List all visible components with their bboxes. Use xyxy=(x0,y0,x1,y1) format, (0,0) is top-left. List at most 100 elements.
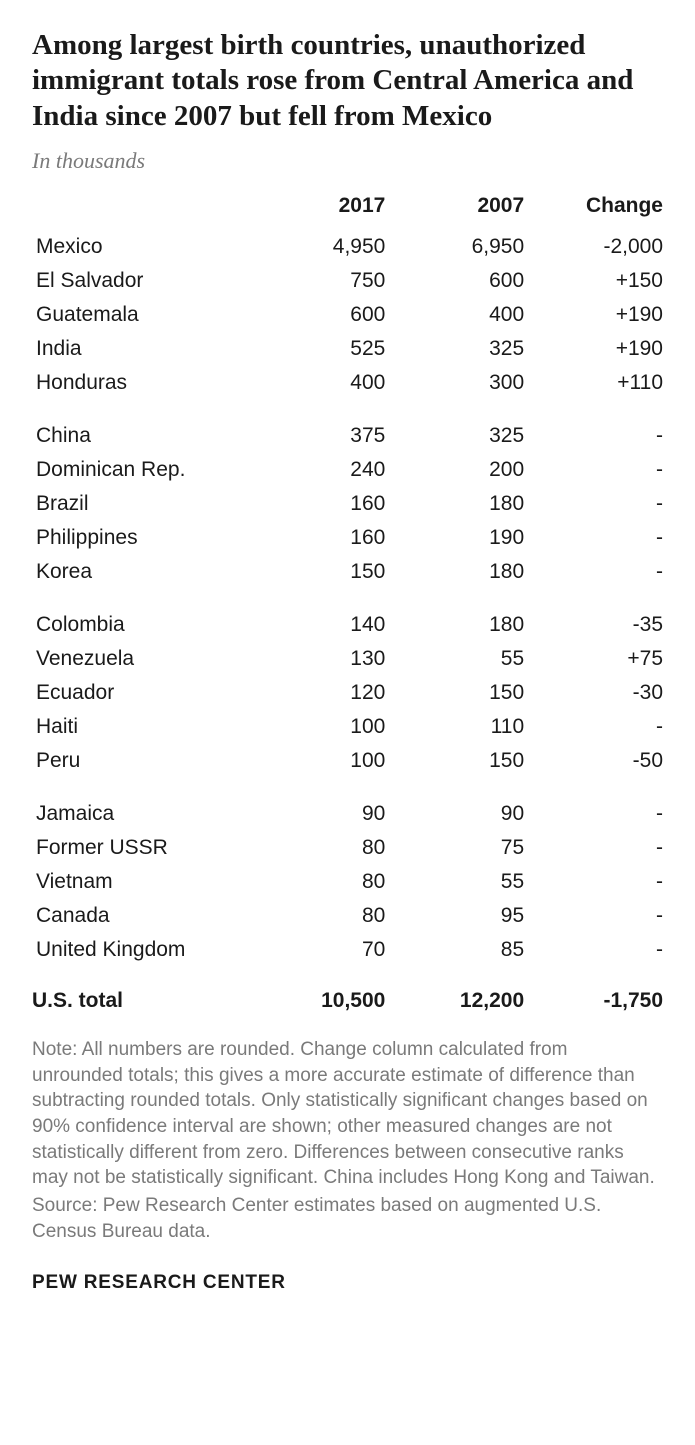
cell-2007: 90 xyxy=(385,778,524,831)
table-row: Vietnam8055- xyxy=(32,865,663,899)
col-header-2017: 2017 xyxy=(247,194,386,230)
col-header-country xyxy=(32,194,247,230)
cell-2007: 180 xyxy=(385,487,524,521)
cell-2007: 150 xyxy=(385,744,524,778)
cell-country: Jamaica xyxy=(32,778,247,831)
cell-country: Ecuador xyxy=(32,676,247,710)
cell-2007: 150 xyxy=(385,676,524,710)
cell-change: -2,000 xyxy=(524,230,663,264)
data-table: 2017 2007 Change Mexico4,9506,950-2,000E… xyxy=(32,194,663,1031)
table-row: Canada8095- xyxy=(32,899,663,933)
cell-country: Dominican Rep. xyxy=(32,453,247,487)
table-row: India525325+190 xyxy=(32,332,663,366)
table-row: Ecuador120150-30 xyxy=(32,676,663,710)
cell-2017: 80 xyxy=(247,899,386,933)
cell-country: China xyxy=(32,400,247,453)
table-row: Jamaica9090- xyxy=(32,778,663,831)
cell-country: Peru xyxy=(32,744,247,778)
note-text: Note: All numbers are rounded. Change co… xyxy=(32,1037,663,1191)
cell-country: India xyxy=(32,332,247,366)
col-header-change: Change xyxy=(524,194,663,230)
cell-country: Colombia xyxy=(32,589,247,642)
cell-change: - xyxy=(524,831,663,865)
cell-2017: 150 xyxy=(247,555,386,589)
cell-2017: 130 xyxy=(247,642,386,676)
cell-2017: 100 xyxy=(247,710,386,744)
table-header-row: 2017 2007 Change xyxy=(32,194,663,230)
cell-2007: 200 xyxy=(385,453,524,487)
cell-country: Mexico xyxy=(32,230,247,264)
table-row: Brazil160180- xyxy=(32,487,663,521)
cell-2007: 600 xyxy=(385,264,524,298)
cell-country: United Kingdom xyxy=(32,933,247,967)
source-text: Source: Pew Research Center estimates ba… xyxy=(32,1193,663,1244)
cell-2007: 75 xyxy=(385,831,524,865)
table-row: Peru100150-50 xyxy=(32,744,663,778)
cell-2007: 400 xyxy=(385,298,524,332)
cell-country: Korea xyxy=(32,555,247,589)
cell-change: - xyxy=(524,400,663,453)
cell-2007: 95 xyxy=(385,899,524,933)
cell-change: - xyxy=(524,933,663,967)
cell-total-label: U.S. total xyxy=(32,967,247,1031)
table-row: Former USSR8075- xyxy=(32,831,663,865)
cell-2017: 140 xyxy=(247,589,386,642)
cell-2007: 325 xyxy=(385,400,524,453)
cell-2017: 525 xyxy=(247,332,386,366)
table-row: Honduras400300+110 xyxy=(32,366,663,400)
table-row: Guatemala600400+190 xyxy=(32,298,663,332)
cell-2017: 4,950 xyxy=(247,230,386,264)
cell-2017: 80 xyxy=(247,831,386,865)
cell-2017: 160 xyxy=(247,521,386,555)
cell-country: Canada xyxy=(32,899,247,933)
cell-total-change: -1,750 xyxy=(524,967,663,1031)
cell-change: - xyxy=(524,487,663,521)
cell-2007: 55 xyxy=(385,642,524,676)
cell-total-2017: 10,500 xyxy=(247,967,386,1031)
cell-change: - xyxy=(524,555,663,589)
cell-2007: 325 xyxy=(385,332,524,366)
cell-change: +190 xyxy=(524,298,663,332)
cell-change: - xyxy=(524,865,663,899)
table-row: Colombia140180-35 xyxy=(32,589,663,642)
table-total-row: U.S. total10,50012,200-1,750 xyxy=(32,967,663,1031)
cell-2007: 55 xyxy=(385,865,524,899)
cell-change: - xyxy=(524,453,663,487)
footer-brand: PEW RESEARCH CENTER xyxy=(32,1272,663,1294)
cell-change: - xyxy=(524,710,663,744)
cell-country: Honduras xyxy=(32,366,247,400)
table-row: Philippines160190- xyxy=(32,521,663,555)
cell-change: +110 xyxy=(524,366,663,400)
table-row: El Salvador750600+150 xyxy=(32,264,663,298)
cell-country: Former USSR xyxy=(32,831,247,865)
table-row: Haiti100110- xyxy=(32,710,663,744)
cell-2007: 190 xyxy=(385,521,524,555)
cell-change: - xyxy=(524,899,663,933)
cell-country: Brazil xyxy=(32,487,247,521)
subtitle: In thousands xyxy=(32,148,663,174)
cell-change: +150 xyxy=(524,264,663,298)
cell-2007: 180 xyxy=(385,589,524,642)
cell-2017: 90 xyxy=(247,778,386,831)
cell-total-2007: 12,200 xyxy=(385,967,524,1031)
cell-change: -35 xyxy=(524,589,663,642)
cell-change: -30 xyxy=(524,676,663,710)
cell-2007: 85 xyxy=(385,933,524,967)
cell-2017: 120 xyxy=(247,676,386,710)
cell-country: Guatemala xyxy=(32,298,247,332)
cell-2017: 375 xyxy=(247,400,386,453)
cell-2017: 750 xyxy=(247,264,386,298)
cell-change: -50 xyxy=(524,744,663,778)
cell-country: Vietnam xyxy=(32,865,247,899)
cell-2017: 70 xyxy=(247,933,386,967)
cell-2007: 6,950 xyxy=(385,230,524,264)
cell-change: - xyxy=(524,521,663,555)
table-body: Mexico4,9506,950-2,000El Salvador750600+… xyxy=(32,230,663,1031)
cell-change: +75 xyxy=(524,642,663,676)
cell-2007: 180 xyxy=(385,555,524,589)
cell-country: Venezuela xyxy=(32,642,247,676)
cell-2017: 80 xyxy=(247,865,386,899)
table-row: Mexico4,9506,950-2,000 xyxy=(32,230,663,264)
page-title: Among largest birth countries, unauthori… xyxy=(32,28,663,134)
cell-change: - xyxy=(524,778,663,831)
